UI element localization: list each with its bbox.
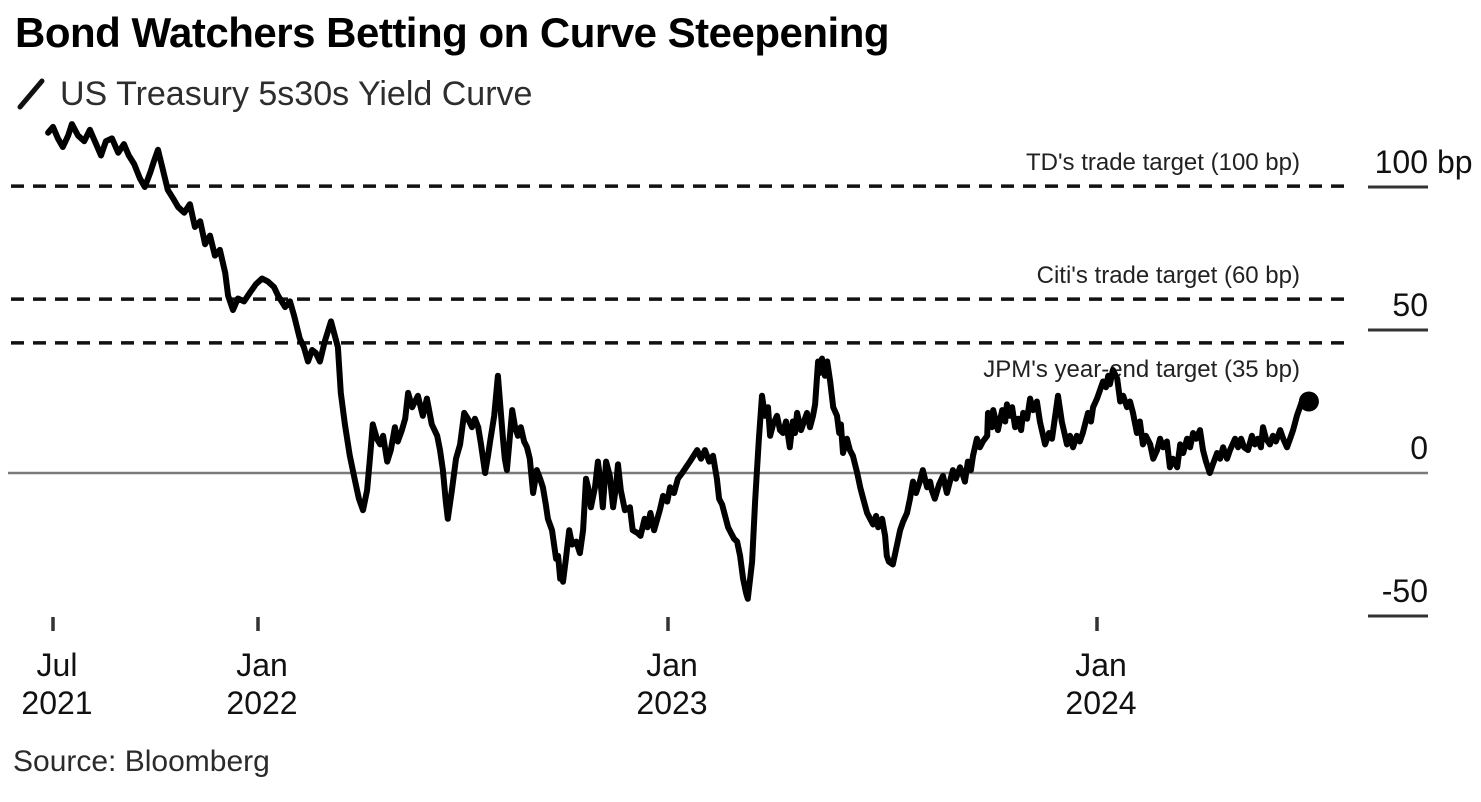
x-axis-label-Jul-2021: Jul 2021: [21, 646, 92, 722]
y-axis-label-0: 0: [1410, 430, 1428, 466]
x-axis-month: Jan: [646, 647, 698, 683]
x-axis-year: 2021: [21, 685, 93, 721]
x-axis-year: 2022: [226, 685, 298, 721]
x-axis-label-Jan-2024: Jan 2024: [1065, 646, 1136, 722]
x-axis-year: 2023: [636, 685, 708, 721]
target-label-TD: TD's trade target (100 bp): [1025, 149, 1300, 177]
target-label-Citi: Citi's trade target (60 bp): [1036, 262, 1300, 290]
x-axis-year: 2024: [1065, 685, 1137, 721]
y-axis-unit-label: bp: [1437, 144, 1473, 180]
x-axis-month: Jan: [1075, 647, 1127, 683]
source-credit: Source: Bloomberg: [13, 745, 270, 778]
y-axis-label--50: -50: [1381, 573, 1428, 609]
target-label-JPM: JPM's year-end target (35 bp): [983, 355, 1300, 383]
legend-series-label: US Treasury 5s30s Yield Curve: [60, 75, 533, 113]
x-axis-month: Jan: [236, 647, 288, 683]
series-slash-icon: [16, 75, 46, 113]
x-axis-month: Jul: [36, 647, 78, 683]
legend: US Treasury 5s30s Yield Curve: [16, 74, 532, 114]
series-end-dot: [1298, 391, 1319, 412]
chart-title: Bond Watchers Betting on Curve Steepenin…: [15, 9, 890, 56]
x-axis-label-Jan-2022: Jan 2022: [226, 646, 297, 722]
x-axis-label-Jan-2023: Jan 2023: [636, 646, 707, 722]
y-axis-label-100: 100: [1374, 144, 1428, 180]
y-axis-label-50: 50: [1392, 287, 1428, 323]
